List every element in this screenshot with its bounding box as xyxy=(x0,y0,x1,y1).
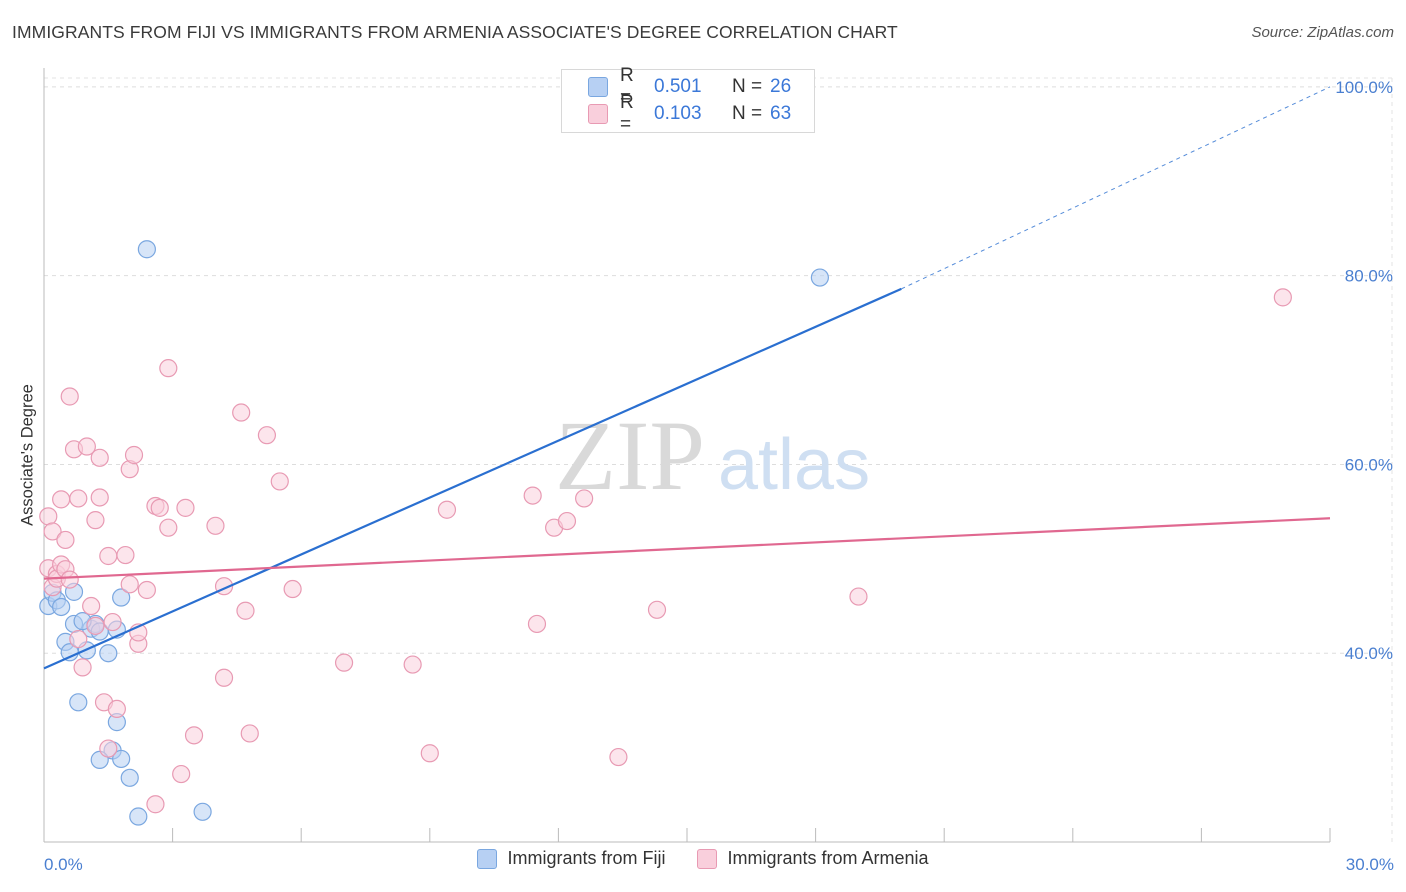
data-points xyxy=(39,240,1292,826)
armenia-point xyxy=(103,612,122,632)
armenia-point xyxy=(176,498,195,517)
armenia-point xyxy=(575,489,594,508)
armenia-point xyxy=(90,448,109,467)
trend-lines xyxy=(43,86,1331,670)
armenia-point xyxy=(99,739,118,758)
armenia-point xyxy=(206,516,225,535)
armenia-point xyxy=(60,387,79,406)
armenia-point xyxy=(240,724,259,743)
stats-r-label: R = xyxy=(620,92,634,135)
fiji-point xyxy=(99,644,118,663)
armenia-point xyxy=(609,747,628,767)
armenia-point xyxy=(159,359,178,378)
armenia-point xyxy=(257,426,277,445)
armenia-point xyxy=(849,587,868,606)
fiji-point xyxy=(129,807,148,826)
chart-title: IMMIGRANTS FROM FIJI VS IMMIGRANTS FROM … xyxy=(12,22,898,42)
armenia-point xyxy=(420,744,439,763)
fiji-point xyxy=(120,768,139,787)
watermark: ZIP atlas xyxy=(555,400,870,511)
armenia-point xyxy=(86,511,105,530)
armenia-point xyxy=(60,570,79,589)
x-tick-label: 0.0% xyxy=(44,855,83,874)
armenia-point xyxy=(647,600,667,619)
armenia-point xyxy=(283,579,302,599)
stats-n-value: 63 xyxy=(770,103,792,124)
armenia-point xyxy=(403,655,422,674)
armenia-point xyxy=(159,518,178,537)
legend-entry-armenia[interactable]: Immigrants from Armenia xyxy=(697,848,929,869)
legend-entry-fiji[interactable]: Immigrants from Fiji xyxy=(477,848,665,869)
armenia-point xyxy=(334,653,354,672)
y-tick-label: 80.0% xyxy=(1345,267,1393,286)
y-tick-label: 100.0% xyxy=(1335,78,1393,97)
armenia-point xyxy=(73,658,92,677)
stats-legend: R = 0.501 N = 26 R = 0.103 N = 63 xyxy=(561,65,815,135)
armenia-point xyxy=(39,507,58,526)
source-label: Source: ZipAtlas.com xyxy=(1251,24,1394,41)
armenia-point xyxy=(1273,288,1292,307)
stats-swatch-armenia xyxy=(588,104,608,124)
armenia-point xyxy=(557,511,577,531)
armenia-point xyxy=(214,668,234,687)
armenia-trend-line xyxy=(43,517,1331,580)
fiji-point xyxy=(137,240,156,259)
stats-n-value: 26 xyxy=(770,76,792,97)
fiji-point xyxy=(52,597,71,617)
legend-swatch-fiji xyxy=(477,848,498,869)
stats-r-value: 0.501 xyxy=(654,76,702,97)
armenia-point xyxy=(86,616,105,635)
armenia-point xyxy=(523,486,542,505)
watermark-atlas: atlas xyxy=(718,425,870,505)
fiji-trend-line xyxy=(43,287,902,670)
armenia-point xyxy=(437,500,457,519)
armenia-point xyxy=(52,490,71,509)
armenia-point xyxy=(56,530,75,550)
fiji-point xyxy=(69,693,88,712)
fiji-point xyxy=(112,749,131,769)
stats-n-label: N = xyxy=(732,76,763,97)
fiji-trend-extension xyxy=(901,86,1331,290)
tick-labels: 40.0% 60.0% 80.0% 100.0% 0.0% 30.0% xyxy=(44,78,1394,874)
armenia-point xyxy=(77,437,96,456)
fiji-point xyxy=(810,268,829,287)
armenia-point xyxy=(116,545,135,565)
stats-row-fiji: R = 0.501 N = 26 xyxy=(588,65,792,108)
armenia-point xyxy=(120,575,139,594)
stats-row-armenia: R = 0.103 N = 63 xyxy=(588,92,792,135)
y-tick-label: 40.0% xyxy=(1345,644,1393,663)
axes xyxy=(43,68,1331,843)
series-legend: Immigrants from Fiji Immigrants from Arm… xyxy=(0,848,1406,869)
legend-label-armenia: Immigrants from Armenia xyxy=(727,848,929,868)
armenia-point xyxy=(184,726,204,745)
armenia-point xyxy=(236,601,255,620)
armenia-point xyxy=(137,580,156,600)
armenia-point xyxy=(69,629,88,649)
stats-swatch-fiji xyxy=(588,77,608,97)
armenia-point xyxy=(90,488,109,507)
armenia-point xyxy=(124,445,144,465)
armenia-point xyxy=(82,596,101,616)
stats-r-label: R = xyxy=(620,65,634,108)
fiji-point xyxy=(193,802,212,821)
fiji-point xyxy=(112,588,131,607)
armenia-point xyxy=(172,764,191,784)
stats-n-label: N = xyxy=(732,103,763,124)
y-tick-label: 60.0% xyxy=(1345,455,1393,474)
legend-swatch-armenia xyxy=(697,848,718,869)
x-tick-label: 30.0% xyxy=(1346,855,1394,874)
stats-r-value: 0.103 xyxy=(654,103,702,124)
armenia-point xyxy=(146,795,165,814)
legend-label-fiji: Immigrants from Fiji xyxy=(507,848,666,868)
armenia-point xyxy=(150,498,169,517)
armenia-point xyxy=(527,614,547,634)
armenia-point xyxy=(270,472,289,491)
armenia-point xyxy=(43,522,62,541)
armenia-point xyxy=(232,403,251,422)
armenia-point xyxy=(69,489,88,508)
armenia-point xyxy=(99,546,118,566)
armenia-point xyxy=(107,699,126,719)
